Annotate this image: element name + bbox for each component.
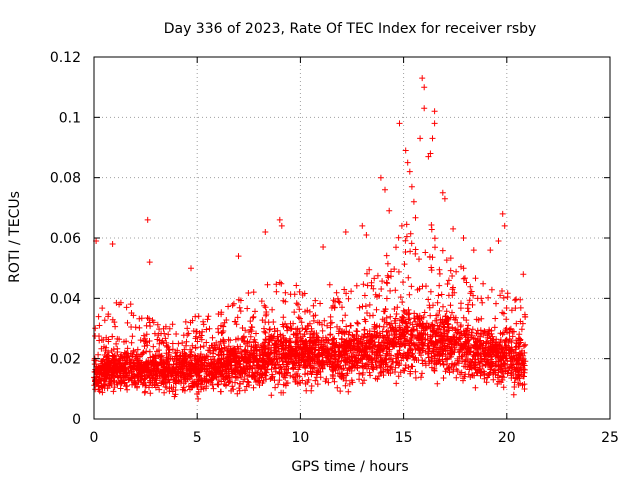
x-tick-label: 15 xyxy=(395,430,413,446)
x-axis-label: GPS time / hours xyxy=(291,459,408,475)
data-points xyxy=(91,75,529,402)
x-tick-label: 10 xyxy=(291,430,309,446)
chart-title: Day 336 of 2023, Rate Of TEC Index for r… xyxy=(164,21,537,37)
x-tick-label: 25 xyxy=(601,430,619,446)
x-tick-label: 0 xyxy=(90,430,99,446)
y-tick-label: 0.12 xyxy=(50,50,81,66)
x-tick-label: 20 xyxy=(498,430,516,446)
y-tick-label: 0.02 xyxy=(50,352,81,368)
y-tick-label: 0.1 xyxy=(59,110,81,126)
y-tick-label: 0.04 xyxy=(50,291,81,307)
plot-frame xyxy=(93,56,611,420)
y-tick-label: 0 xyxy=(72,412,81,428)
grid-lines xyxy=(94,57,610,419)
roti-point-cloud xyxy=(91,75,529,402)
x-tick-label: 5 xyxy=(193,430,202,446)
y-tick-label: 0.06 xyxy=(50,231,81,247)
y-tick-label: 0.08 xyxy=(50,171,81,187)
y-axis-label: ROTI / TECUs xyxy=(7,191,23,283)
